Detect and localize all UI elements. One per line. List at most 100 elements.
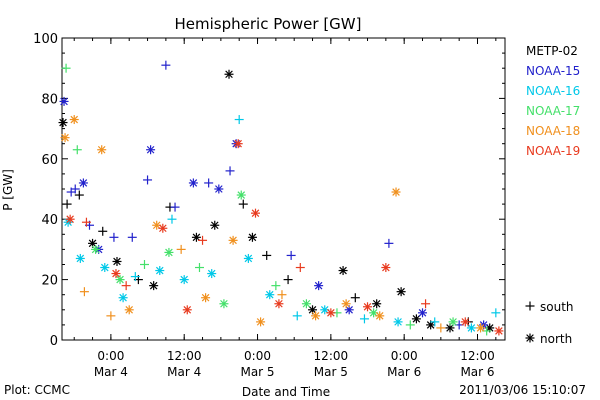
- marker-legend-symbol: [525, 301, 535, 311]
- marker-stroke: [119, 293, 127, 302]
- marker-stroke: [251, 209, 260, 217]
- marker-stroke: [210, 221, 219, 230]
- chart-title: Hemispheric Power [GW]: [175, 15, 362, 33]
- data-point-north: [311, 311, 321, 321]
- data-point-north: [326, 308, 336, 318]
- marker-stroke: [66, 215, 74, 223]
- marker-stroke: [382, 263, 390, 272]
- x-tick-label-time: 0:00: [244, 349, 271, 363]
- marker-stroke: [159, 224, 167, 233]
- marker-stroke: [59, 118, 67, 127]
- data-point-north: [179, 275, 189, 285]
- y-tick-label: 40: [41, 213, 58, 228]
- data-point-north: [158, 223, 168, 233]
- data-point-south: [277, 290, 287, 300]
- data-point-north: [250, 208, 260, 218]
- marker-stroke: [461, 318, 470, 326]
- data-point-north: [164, 247, 174, 257]
- data-point-north: [124, 305, 134, 315]
- data-point-north: [236, 190, 246, 200]
- data-point-south: [139, 260, 149, 269]
- marker-stroke: [446, 324, 454, 332]
- marker-stroke: [449, 318, 457, 326]
- data-point-south: [238, 199, 248, 209]
- marker-stroke: [248, 233, 257, 242]
- data-point-north: [460, 317, 470, 327]
- data-point-south: [491, 308, 501, 318]
- data-point-south: [204, 178, 214, 188]
- data-point-south: [74, 190, 84, 200]
- data-point-north: [274, 299, 284, 309]
- data-point-south: [271, 281, 281, 291]
- marker-stroke: [311, 312, 320, 320]
- marker-stroke: [155, 266, 164, 275]
- data-point-south: [62, 199, 72, 209]
- series-metp-02: [58, 69, 495, 333]
- data-point-south: [109, 232, 119, 242]
- data-point-south: [167, 214, 177, 224]
- marker-stroke: [345, 306, 353, 314]
- data-point-north: [363, 302, 373, 312]
- marker-stroke: [485, 324, 494, 332]
- marker-stroke: [60, 97, 68, 106]
- marker-stroke: [220, 299, 228, 308]
- data-point-north: [75, 253, 85, 263]
- data-point-south: [143, 175, 153, 185]
- marker-stroke: [100, 263, 109, 272]
- marker-stroke: [237, 191, 246, 199]
- marker-stroke: [183, 306, 192, 314]
- marker-stroke: [302, 299, 311, 308]
- y-tick-label: 60: [41, 153, 58, 168]
- legend-entry: NOAA-15: [526, 64, 580, 78]
- marker-stroke: [192, 233, 201, 242]
- data-point-south: [176, 244, 186, 254]
- x-tick-label-date: Mar 5: [314, 365, 348, 379]
- data-point-north: [112, 256, 122, 266]
- data-point-south: [198, 235, 208, 245]
- data-point-north: [396, 287, 406, 297]
- marker-stroke: [369, 309, 378, 317]
- data-point-south: [106, 311, 116, 321]
- data-point-north: [411, 314, 421, 324]
- data-point-south: [359, 314, 369, 324]
- x-tick-label-date: Mar 5: [240, 365, 274, 379]
- data-point-south: [384, 238, 394, 248]
- footer-left: Plot: CCMC: [4, 383, 70, 397]
- marker-stroke: [418, 309, 427, 317]
- legend-entry: NOAA-18: [526, 124, 580, 138]
- data-point-north: [466, 323, 476, 333]
- data-point-north: [391, 187, 401, 197]
- marker-stroke: [375, 312, 384, 320]
- data-point-north: [65, 214, 75, 224]
- data-point-north: [115, 275, 125, 285]
- data-point-north: [149, 281, 159, 291]
- x-axis: 0:00 Mar 4 12:00 Mar 4 0:00 Mar 5 12:00 Mar 5 0:…: [73, 38, 497, 379]
- marker-stroke: [91, 245, 100, 254]
- marker-stroke: [320, 306, 329, 314]
- data-point-north: [97, 145, 107, 155]
- y-axis-label: P [GW]: [1, 169, 15, 211]
- marker-stroke: [339, 266, 347, 275]
- data-point-north: [191, 232, 201, 242]
- data-point-north: [381, 263, 391, 273]
- x-tick-label-date: Mar 4: [94, 365, 128, 379]
- data-point-north: [393, 317, 403, 327]
- marker-stroke: [180, 275, 189, 284]
- x-axis-label: Date and Time: [242, 385, 330, 399]
- data-point-north: [152, 220, 162, 230]
- data-point-south: [194, 263, 204, 273]
- data-point-north: [375, 311, 385, 321]
- y-tick-label: 20: [41, 274, 58, 289]
- data-point-north: [301, 299, 311, 309]
- series-noaa-19: [65, 139, 504, 336]
- marker-stroke: [207, 269, 216, 278]
- data-point-south: [405, 320, 415, 330]
- data-point-north: [338, 266, 348, 276]
- x-tick-label-time: 12:00: [460, 349, 495, 363]
- data-point-north: [111, 269, 121, 279]
- marker-stroke: [215, 185, 223, 193]
- marker-stroke: [113, 257, 121, 266]
- legend-entry: NOAA-17: [526, 104, 580, 118]
- marker-stroke: [372, 299, 381, 308]
